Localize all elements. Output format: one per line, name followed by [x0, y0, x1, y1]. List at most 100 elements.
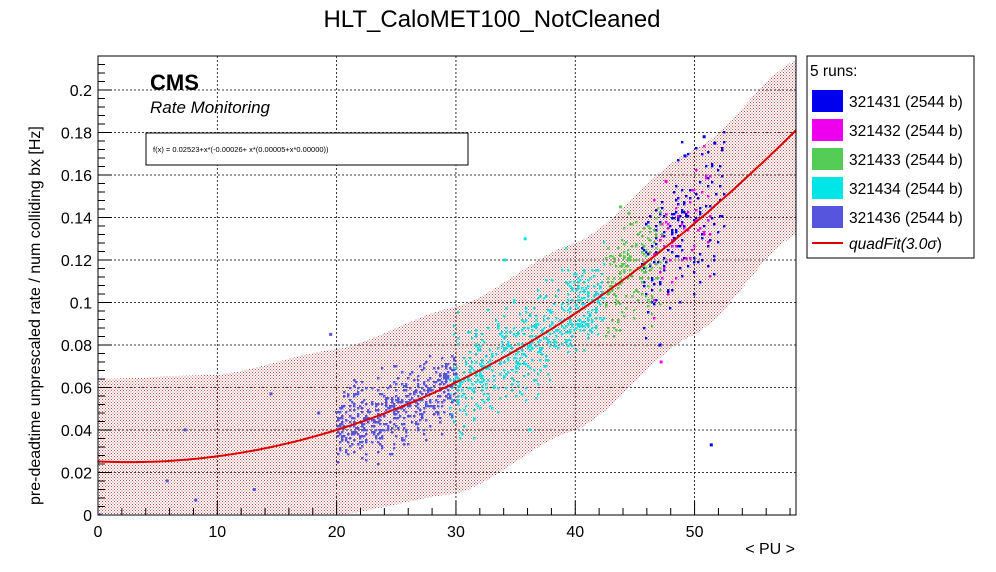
- data-point: [571, 345, 574, 348]
- data-point: [647, 277, 650, 280]
- data-point: [373, 431, 376, 434]
- data-point: [655, 235, 658, 238]
- data-point: [435, 371, 438, 374]
- data-point: [683, 201, 686, 204]
- data-point: [377, 451, 380, 454]
- data-point: [527, 373, 530, 376]
- data-point: [699, 207, 702, 210]
- data-point: [673, 217, 676, 220]
- data-point: [593, 275, 596, 278]
- data-point: [503, 361, 506, 364]
- data-point: [341, 431, 344, 434]
- data-point: [693, 245, 696, 248]
- data-point: [451, 355, 454, 358]
- data-point: [635, 221, 638, 224]
- data-point: [453, 325, 456, 328]
- data-point: [661, 223, 664, 226]
- data-point: [361, 411, 364, 414]
- data-point: [561, 307, 564, 310]
- data-point: [645, 271, 648, 274]
- data-point: [471, 337, 474, 340]
- data-point: [535, 327, 538, 330]
- data-point: [651, 277, 654, 280]
- data-point: [433, 405, 436, 408]
- fit-formula: f(x) = 0.02523+x*(-0.00026+ x*(0.00005+x…: [153, 145, 329, 154]
- data-point: [555, 295, 558, 298]
- data-point: [461, 389, 464, 392]
- data-point: [621, 265, 624, 268]
- data-point: [553, 339, 556, 342]
- data-point: [511, 383, 514, 386]
- data-point: [517, 367, 520, 370]
- data-point: [343, 435, 346, 438]
- data-point: [423, 363, 426, 366]
- data-point: [695, 219, 698, 222]
- data-point: [361, 435, 364, 438]
- data-point: [661, 201, 664, 204]
- data-point: [455, 373, 458, 376]
- data-point: [497, 387, 500, 390]
- data-point: [505, 327, 508, 330]
- data-point: [581, 321, 584, 324]
- legend-label: 321432 (2544 b): [849, 123, 963, 140]
- data-point: [441, 365, 444, 368]
- data-point: [583, 289, 586, 292]
- data-point: [503, 315, 506, 318]
- data-point: [345, 449, 348, 452]
- data-point: [511, 369, 514, 372]
- data-point: [555, 317, 558, 320]
- data-point: [395, 409, 398, 412]
- data-point: [453, 363, 456, 366]
- legend-swatch: [812, 177, 843, 199]
- data-point: [405, 385, 408, 388]
- data-point: [421, 417, 424, 420]
- data-point: [603, 263, 606, 266]
- data-point: [643, 265, 646, 268]
- data-point: [535, 379, 538, 382]
- data-point: [98, 513, 102, 515]
- data-point: [475, 381, 478, 384]
- data-point: [395, 399, 398, 402]
- data-point: [379, 429, 382, 432]
- x-tick-label: 20: [328, 524, 346, 541]
- data-point: [469, 369, 472, 372]
- data-point: [569, 319, 572, 322]
- data-point: [525, 307, 528, 310]
- data-point: [547, 317, 550, 320]
- data-point: [419, 391, 422, 394]
- data-point: [493, 379, 496, 382]
- data-point: [443, 383, 446, 386]
- data-point: [591, 321, 594, 324]
- data-point: [349, 399, 352, 402]
- data-point: [529, 349, 532, 352]
- data-point: [515, 361, 518, 364]
- data-point: [405, 401, 408, 404]
- data-point: [425, 393, 428, 396]
- data-point: [353, 395, 356, 398]
- data-point: [595, 269, 598, 272]
- data-point: [483, 341, 486, 344]
- data-point: [681, 239, 684, 242]
- data-point: [609, 285, 612, 288]
- data-point: [469, 379, 472, 382]
- data-point: [401, 437, 404, 440]
- x-axis-label: < PU >: [745, 541, 795, 558]
- data-point: [641, 293, 644, 296]
- data-point: [599, 303, 602, 306]
- data-point: [577, 319, 580, 322]
- data-point: [551, 323, 554, 326]
- data-point: [453, 399, 456, 402]
- data-point: [485, 387, 488, 390]
- data-point: [611, 255, 614, 258]
- data-point: [681, 223, 684, 226]
- data-point: [549, 379, 552, 382]
- data-point: [387, 407, 390, 410]
- data-point: [625, 241, 628, 244]
- data-point: [365, 441, 368, 444]
- data-point: [429, 377, 432, 380]
- data-point: [557, 329, 560, 332]
- data-point: [655, 209, 658, 212]
- data-point: [435, 411, 438, 414]
- y-tick-label: 0.04: [61, 423, 92, 440]
- data-point: [617, 319, 620, 322]
